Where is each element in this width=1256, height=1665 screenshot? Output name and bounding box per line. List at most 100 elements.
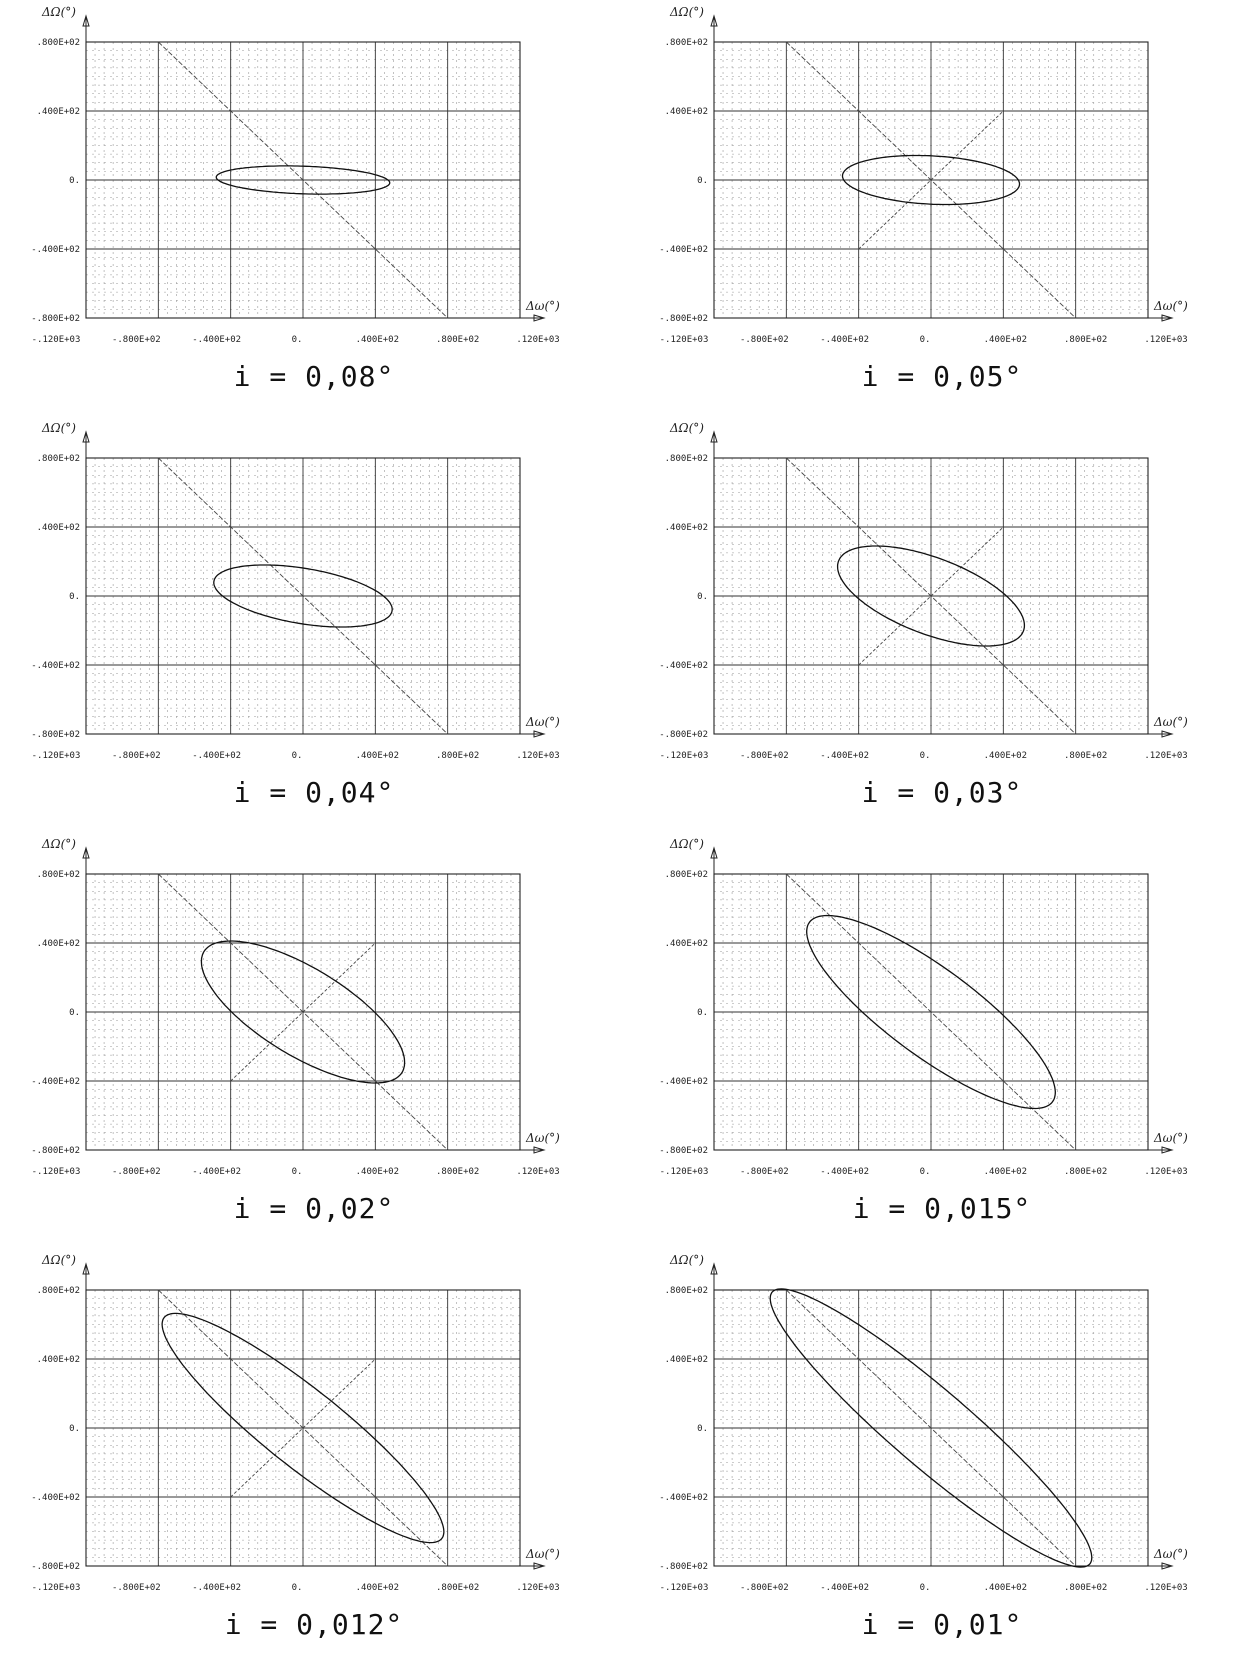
y-axis-label: ΔΩ(°) bbox=[669, 837, 704, 851]
x-tick-label: -.800E+02 bbox=[112, 1583, 161, 1593]
y-tick-label: 0. bbox=[69, 592, 80, 602]
chart-panel-1: ΔΩ(°) Δω(°) .800E+02 .400E+02 0. -.400E+02 -.8… bbox=[0, 0, 628, 416]
diagonal-line bbox=[786, 41, 1076, 319]
x-tick-label: -.400E+02 bbox=[192, 1583, 241, 1593]
y-axis-label: ΔΩ(°) bbox=[669, 1253, 704, 1267]
y-tick-label: -.800E+02 bbox=[31, 1146, 80, 1156]
y-arrowhead bbox=[710, 846, 718, 859]
y-tick-label: 0. bbox=[69, 176, 80, 186]
chart-caption-7: i = 0,012° bbox=[224, 1608, 404, 1641]
x-axis-label: Δω(°) bbox=[1153, 1131, 1188, 1145]
x-tick-label: .800E+02 bbox=[436, 751, 479, 761]
x-arrowhead bbox=[1161, 730, 1174, 738]
x-tick-label: -.120E+03 bbox=[32, 335, 81, 345]
x-tick-label: -.120E+03 bbox=[32, 751, 81, 761]
y-tick-label: 0. bbox=[69, 1424, 80, 1434]
y-axis-label: ΔΩ(°) bbox=[41, 837, 76, 851]
diagonal-line bbox=[158, 41, 448, 319]
y-tick-label: .400E+02 bbox=[665, 1355, 708, 1365]
diagonal-line bbox=[230, 942, 376, 1082]
y-axis-label: ΔΩ(°) bbox=[669, 5, 704, 19]
x-tick-label: -.800E+02 bbox=[112, 335, 161, 345]
chart-panel-7: ΔΩ(°) Δω(°) .800E+02 .400E+02 0. -.400E+02 -.8… bbox=[0, 1248, 628, 1664]
ellipse-curve bbox=[836, 545, 1026, 647]
x-tick-label: 0. bbox=[920, 1167, 931, 1177]
x-tick-label: .400E+02 bbox=[984, 1583, 1027, 1593]
x-tick-label: .120E+03 bbox=[1144, 751, 1187, 761]
diagonal-line bbox=[786, 457, 1076, 735]
plot-1: ΔΩ(°) Δω(°) .800E+02 .400E+02 0. -.400E+02 -.8… bbox=[31, 5, 560, 345]
x-axis-label: Δω(°) bbox=[525, 715, 560, 729]
chart-panel-8: ΔΩ(°) Δω(°) .800E+02 .400E+02 0. -.400E+02 -.8… bbox=[628, 1248, 1256, 1664]
y-tick-label: .400E+02 bbox=[665, 523, 708, 533]
x-tick-label: -.400E+02 bbox=[820, 335, 869, 345]
x-tick-label: -.120E+03 bbox=[32, 1167, 81, 1177]
x-tick-label: .120E+03 bbox=[516, 335, 559, 345]
y-tick-label: .400E+02 bbox=[665, 939, 708, 949]
x-axis-label: Δω(°) bbox=[1153, 299, 1188, 313]
x-arrowhead bbox=[533, 730, 546, 738]
y-tick-label: -.400E+02 bbox=[31, 245, 80, 255]
x-tick-label: -.800E+02 bbox=[740, 751, 789, 761]
y-tick-label: -.400E+02 bbox=[659, 245, 708, 255]
y-arrowhead bbox=[82, 430, 90, 443]
plot-frame bbox=[713, 41, 1149, 319]
y-tick-label: .400E+02 bbox=[665, 107, 708, 117]
y-tick-label: 0. bbox=[69, 1008, 80, 1018]
x-arrowhead bbox=[533, 314, 546, 322]
x-tick-label: 0. bbox=[292, 1583, 303, 1593]
x-axis-label: Δω(°) bbox=[525, 1547, 560, 1561]
y-tick-label: .400E+02 bbox=[37, 1355, 80, 1365]
chart-panel-3: ΔΩ(°) Δω(°) .800E+02 .400E+02 0. -.400E+02 -.8… bbox=[0, 416, 628, 832]
chart-caption-8: i = 0,01° bbox=[861, 1608, 1023, 1641]
chart-panel-2: ΔΩ(°) Δω(°) .800E+02 .400E+02 0. -.400E+02 -.8… bbox=[628, 0, 1256, 416]
y-arrowhead bbox=[82, 14, 90, 27]
x-tick-label: 0. bbox=[920, 335, 931, 345]
diagonal-line bbox=[858, 110, 1004, 250]
x-tick-label: -.120E+03 bbox=[660, 1583, 709, 1593]
y-axis-label: ΔΩ(°) bbox=[41, 421, 76, 435]
chart-caption-1: i = 0,08° bbox=[233, 360, 395, 393]
x-tick-label: .120E+03 bbox=[1144, 1167, 1187, 1177]
x-tick-label: .400E+02 bbox=[356, 335, 399, 345]
x-tick-label: .400E+02 bbox=[984, 1167, 1027, 1177]
y-arrowhead bbox=[710, 14, 718, 27]
x-tick-label: 0. bbox=[292, 335, 303, 345]
x-axis-label: Δω(°) bbox=[525, 299, 560, 313]
x-tick-label: .800E+02 bbox=[1064, 335, 1107, 345]
plot-4: ΔΩ(°) Δω(°) .800E+02 .400E+02 0. -.400E+02 -.8… bbox=[659, 421, 1188, 761]
x-tick-label: .800E+02 bbox=[1064, 751, 1107, 761]
y-tick-label: .800E+02 bbox=[37, 38, 80, 48]
x-axis-label: Δω(°) bbox=[1153, 715, 1188, 729]
ellipse-curve bbox=[841, 154, 1021, 206]
y-arrowhead bbox=[710, 430, 718, 443]
x-tick-label: .800E+02 bbox=[1064, 1583, 1107, 1593]
y-tick-label: .800E+02 bbox=[665, 870, 708, 880]
y-tick-label: -.800E+02 bbox=[659, 1562, 708, 1572]
chart-caption-5: i = 0,02° bbox=[233, 1192, 395, 1225]
x-tick-label: .120E+03 bbox=[516, 751, 559, 761]
x-tick-label: .400E+02 bbox=[356, 1167, 399, 1177]
ellipse-curve bbox=[200, 940, 406, 1084]
plot-frame bbox=[85, 41, 521, 319]
y-tick-label: .800E+02 bbox=[37, 870, 80, 880]
x-tick-label: 0. bbox=[920, 751, 931, 761]
diagonal-line bbox=[786, 1289, 1076, 1567]
x-arrowhead bbox=[1161, 1562, 1174, 1570]
ellipse-curve bbox=[769, 1288, 1093, 1568]
x-tick-label: -.800E+02 bbox=[740, 1167, 789, 1177]
ellipse-curve bbox=[215, 165, 391, 195]
y-tick-label: -.400E+02 bbox=[659, 1077, 708, 1087]
y-tick-label: .400E+02 bbox=[37, 107, 80, 117]
y-arrowhead bbox=[710, 1262, 718, 1275]
x-tick-label: .400E+02 bbox=[356, 751, 399, 761]
y-tick-label: -.800E+02 bbox=[31, 314, 80, 324]
y-tick-label: .400E+02 bbox=[37, 939, 80, 949]
x-tick-label: -.400E+02 bbox=[820, 1167, 869, 1177]
plot-7: ΔΩ(°) Δω(°) .800E+02 .400E+02 0. -.400E+02 -.8… bbox=[31, 1253, 560, 1593]
x-tick-label: .400E+02 bbox=[984, 751, 1027, 761]
y-tick-label: -.400E+02 bbox=[659, 661, 708, 671]
diagonal-line bbox=[786, 873, 1076, 1151]
y-arrowhead bbox=[82, 1262, 90, 1275]
y-tick-label: -.400E+02 bbox=[31, 1493, 80, 1503]
